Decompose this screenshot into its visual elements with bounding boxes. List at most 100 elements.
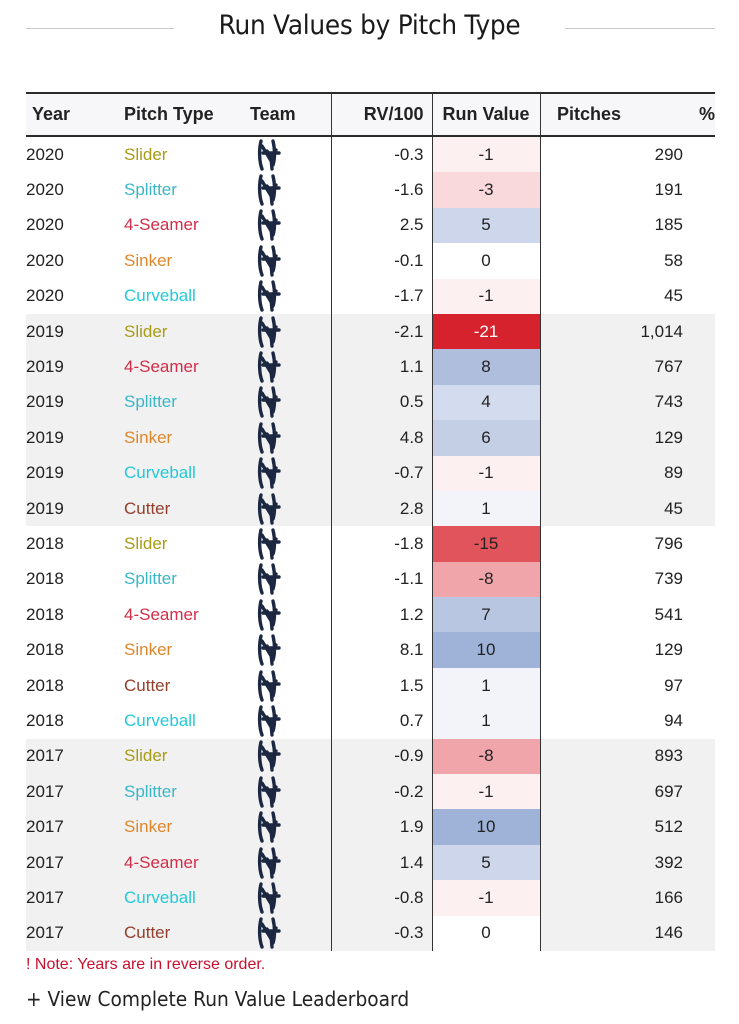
year-cell: 2020: [26, 250, 64, 270]
run-value-cell: -1: [431, 136, 541, 173]
rv100-cell: -0.2: [331, 774, 432, 810]
pitches-cell: 97: [664, 675, 683, 695]
yankees-logo-icon: [257, 528, 281, 560]
run-value-cell: -8: [431, 738, 541, 775]
team-cell: [250, 774, 332, 810]
pitches-cell: 893: [540, 738, 691, 775]
table-row: 2020 Curveball -1.7 -1 45 5: [26, 278, 715, 314]
year-cell: 2018: [26, 675, 64, 695]
percent-cell: 36: [691, 313, 715, 350]
team-cell: [250, 667, 332, 704]
rv100-cell: 0.5: [331, 384, 432, 421]
pitches-cell: 512: [540, 809, 691, 845]
pitch-type-cell: Splitter: [124, 384, 250, 421]
pitch-type-cell: Sinker: [124, 250, 173, 270]
rv100-cell: 1.5: [399, 675, 424, 695]
yankees-logo-icon: [257, 174, 281, 206]
percent-cell: 3: [691, 455, 715, 491]
run-value-cell: -8: [431, 561, 541, 598]
percent-cell: 24: [691, 208, 715, 243]
column-header-pitches[interactable]: Pitches: [540, 92, 691, 137]
percent-cell: 7: [691, 243, 715, 278]
run-value-cell: 1: [431, 667, 541, 704]
table-row: 2020 Sinker -0.1 0 58 7: [26, 243, 715, 279]
year-cell: 2017: [26, 809, 124, 845]
year-cell: 2017: [26, 915, 124, 951]
team-cell: [250, 313, 332, 350]
column-header-team[interactable]: Team: [250, 92, 332, 137]
yankees-logo-icon: [257, 740, 281, 773]
view-leaderboard-link[interactable]: + View Complete Run Value Leaderboard: [26, 987, 410, 1011]
run-value-cell: -1: [431, 455, 541, 491]
pitches-cell: 1,014: [540, 313, 691, 350]
page-header: Run Values by Pitch Type: [0, 0, 739, 58]
column-header-run-value[interactable]: Run Value: [431, 92, 541, 137]
pitches-cell: 185: [654, 215, 683, 235]
yankees-logo-icon: [257, 351, 281, 383]
year-cell: 2017: [26, 738, 124, 775]
pitch-type-cell: Curveball: [124, 286, 196, 306]
table-row: 2019 Splitter 0.5 4 743 26: [26, 384, 715, 421]
year-cell: 2018: [26, 533, 64, 553]
rv100-cell: -1.6: [394, 180, 424, 200]
rv100-cell: -0.8: [331, 880, 432, 916]
year-cell: 2017: [26, 844, 124, 881]
table-row: 2017 Sinker 1.9 10 512 18: [26, 809, 715, 845]
percent-cell: 24: [691, 172, 715, 207]
run-value-cell: 1: [431, 490, 541, 527]
rv100-cell: 1.2: [399, 604, 424, 624]
column-header-rv100[interactable]: RV/100: [331, 92, 432, 137]
run-value-cell: 5: [431, 844, 541, 881]
pitch-type-cell: 4-Seamer: [124, 604, 199, 624]
run-value-cell: 1: [431, 703, 541, 739]
pitch-type-cell: Curveball: [124, 710, 196, 730]
percent-cell: 31: [691, 738, 715, 775]
team-cell: [250, 207, 332, 244]
team-cell: [250, 915, 332, 951]
table-row: 2017 Splitter -0.2 -1 697 24: [26, 774, 715, 810]
year-cell: 2020: [26, 215, 64, 235]
pitches-cell: 290: [654, 144, 683, 164]
pitches-cell: 146: [540, 915, 691, 951]
run-value-cell: -21: [431, 313, 541, 350]
rv100-cell: -0.3: [394, 144, 424, 164]
team-cell: [250, 384, 332, 421]
run-value-cell: 0: [431, 243, 541, 279]
run-value-cell: 5: [431, 207, 541, 244]
pitches-cell: 796: [654, 533, 683, 553]
percent-cell: 22: [691, 597, 715, 632]
rv100-cell: -1.1: [394, 569, 424, 589]
pitch-type-cell: Splitter: [124, 180, 177, 200]
run-values-table-container[interactable]: Year Pitch Type Team RV/100 Run Value Pi…: [26, 92, 715, 952]
team-cell: [250, 703, 332, 739]
table-row: 2019 Cutter 2.8 1 45 1: [26, 490, 715, 527]
team-cell: [250, 526, 332, 562]
percent-cell: 4: [691, 420, 715, 456]
pitches-cell: 541: [654, 604, 683, 624]
team-cell: [250, 172, 332, 208]
reverse-order-note: ! Note: Years are in reverse order.: [26, 956, 266, 973]
percent-cell: 5: [691, 279, 715, 314]
column-header-pitch-type[interactable]: Pitch Type: [124, 92, 250, 137]
year-cell: 2019: [26, 349, 124, 385]
pitch-type-cell: Splitter: [124, 569, 177, 589]
year-cell: 2018: [26, 640, 64, 660]
team-cell: [250, 278, 332, 314]
pitch-type-cell: Cutter: [124, 490, 250, 527]
yankees-logo-icon: [257, 563, 281, 596]
year-cell: 2018: [26, 569, 64, 589]
percent-cell: 5: [691, 915, 715, 951]
pitches-cell: 58: [664, 250, 683, 270]
percent-cell: 4: [691, 668, 715, 703]
pitch-type-cell: 4-Seamer: [124, 349, 250, 385]
column-header-percent[interactable]: %: [691, 92, 715, 137]
pitches-cell: 45: [540, 490, 691, 527]
table-row: 2017 Cutter -0.3 0 146 5: [26, 915, 715, 951]
yankees-logo-icon: [257, 705, 281, 737]
rv100-cell: 1.4: [331, 844, 432, 881]
column-header-year[interactable]: Year: [26, 92, 124, 137]
year-cell: 2017: [26, 774, 124, 810]
table-row: 2018 Cutter 1.5 1 97 4: [26, 667, 715, 704]
pitch-type-cell: Sinker: [124, 809, 250, 845]
rv100-cell: -0.1: [394, 250, 424, 270]
